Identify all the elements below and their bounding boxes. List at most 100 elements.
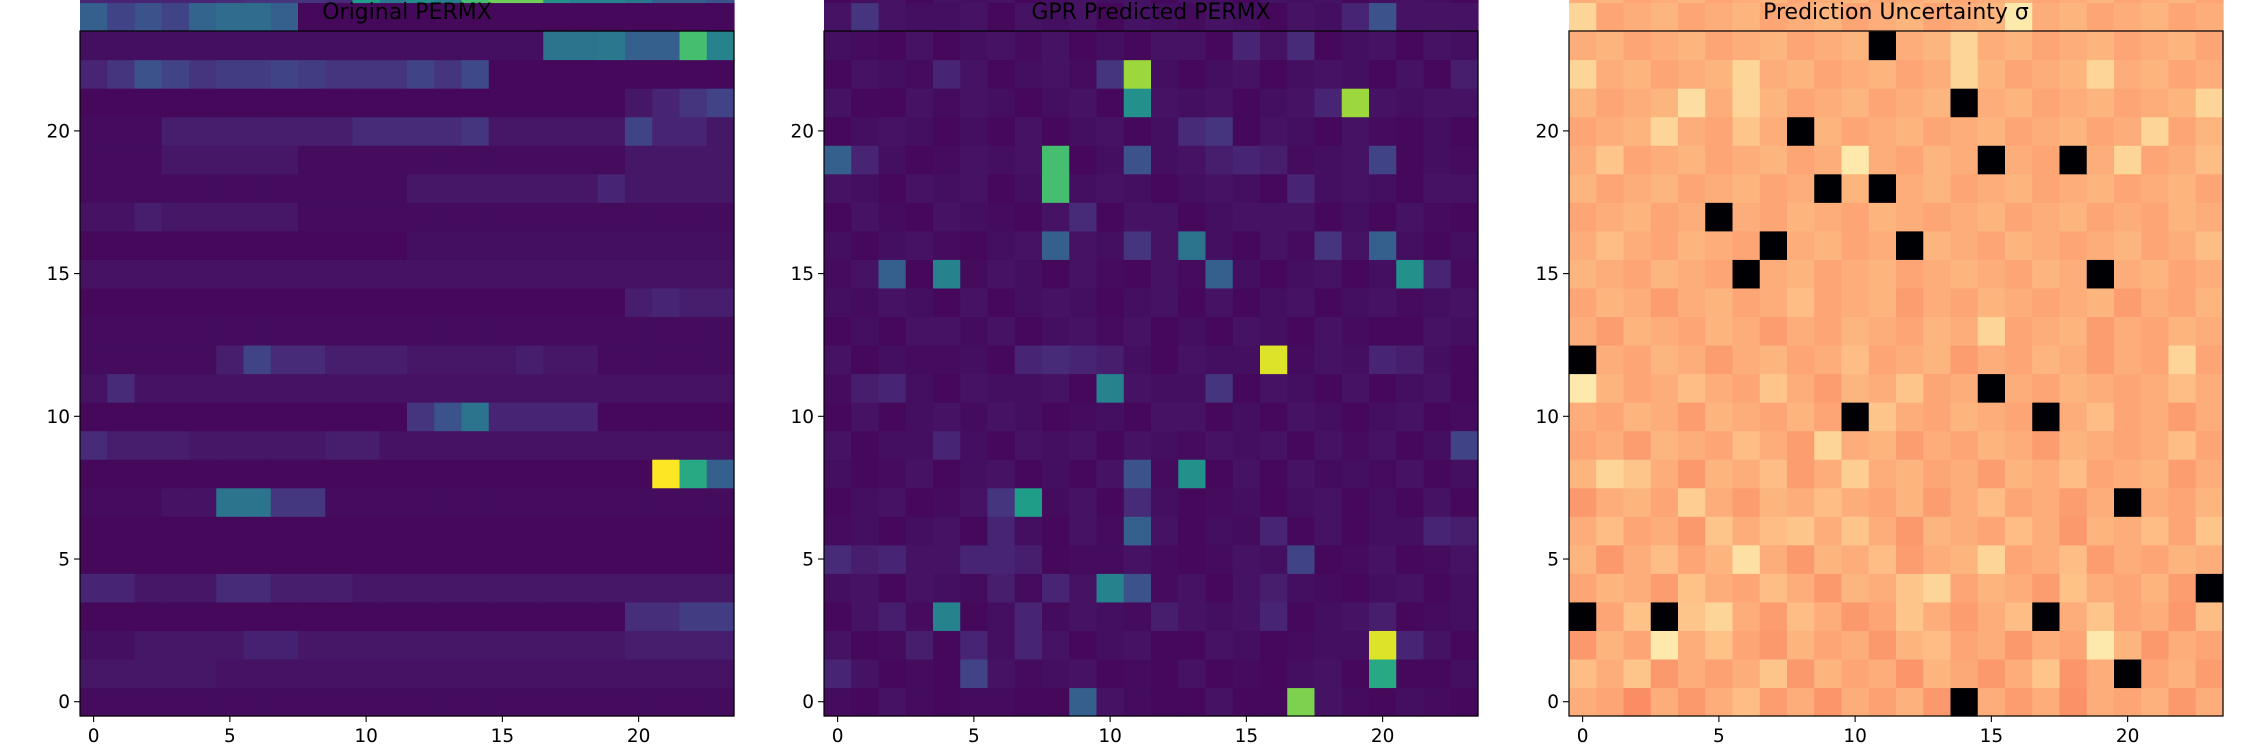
heatmap-cell (2032, 687, 2061, 717)
heatmap-cell (488, 402, 517, 432)
heatmap-cell (987, 373, 1016, 403)
heatmap-cell (1096, 687, 1125, 717)
heatmap-cell (379, 173, 408, 203)
heatmap-cell (1650, 88, 1679, 118)
heatmap-cell (1450, 430, 1479, 460)
heatmap-cell (1096, 145, 1125, 175)
heatmap-cell (597, 630, 626, 660)
heatmap-cell (933, 59, 961, 89)
heatmap-cell (1650, 31, 1679, 61)
heatmap-cell (488, 259, 517, 289)
heatmap-cell (851, 344, 880, 375)
heatmap-cell (352, 316, 381, 346)
heatmap-cell (1178, 687, 1207, 717)
heatmap-cell (2168, 88, 2197, 118)
heatmap-cell (905, 173, 934, 203)
heatmap-cell (1896, 59, 1924, 89)
heatmap-cell (434, 544, 463, 574)
heatmap-cell (1678, 344, 1706, 375)
heatmap-cell (488, 573, 517, 603)
heatmap-cell (298, 116, 326, 146)
heatmap-cell (2086, 658, 2115, 689)
heatmap-cell (1732, 88, 1761, 118)
heatmap-cell (1977, 459, 2006, 489)
heatmap-cell (134, 430, 163, 460)
heatmap-cell (1950, 145, 1979, 175)
heatmap-cell (905, 287, 934, 318)
heatmap-cell (270, 145, 299, 175)
heatmap-cell (1369, 116, 1397, 146)
heatmap-cell (216, 544, 245, 574)
heatmap-cell (1814, 544, 1843, 574)
heatmap-cell (298, 487, 326, 517)
heatmap-cell (134, 487, 163, 517)
heatmap-cell (352, 402, 381, 432)
heatmap-cell (1732, 487, 1761, 517)
heatmap-cell (1814, 2, 1843, 32)
heatmap-cell (1314, 59, 1343, 89)
heatmap-cell (1096, 116, 1125, 146)
heatmap-cell (161, 173, 190, 203)
heatmap-cell (1650, 687, 1679, 717)
heatmap-cell (2059, 430, 2088, 460)
heatmap-cell (1151, 658, 1179, 689)
heatmap-cell (2059, 59, 2088, 89)
heatmap-cell (1205, 316, 1234, 346)
heatmap-cell (1123, 145, 1152, 175)
heatmap-cell (1814, 430, 1843, 460)
heatmap-cell (1678, 316, 1706, 346)
heatmap-cell (1042, 202, 1070, 232)
heatmap-cell (107, 2, 136, 32)
heatmap-cell (652, 287, 681, 318)
heatmap-cell (851, 516, 880, 546)
heatmap-cell (1569, 145, 1597, 175)
heatmap-cell (2005, 459, 2033, 489)
heatmap-cell (216, 573, 245, 603)
heatmap-cell (1178, 373, 1207, 403)
heatmap-cell (516, 516, 544, 546)
heatmap-cell (1596, 630, 1625, 660)
heatmap-cell (2195, 88, 2224, 118)
heatmap-cell (2032, 88, 2061, 118)
heatmap-cell (2114, 487, 2142, 517)
heatmap-cell (987, 487, 1016, 517)
heatmap-cell (706, 88, 735, 118)
y-tick-label: 15 (790, 264, 814, 285)
heatmap-cell (1896, 459, 1924, 489)
heatmap-cell (1596, 658, 1625, 689)
heatmap-cell (216, 658, 245, 689)
heatmap-cell (1450, 59, 1479, 89)
heatmap-cell (1341, 173, 1370, 203)
heatmap-cell (1787, 2, 1815, 32)
heatmap-cell (824, 259, 852, 289)
x-tick-label: 15 (491, 726, 515, 747)
heatmap-cell (933, 230, 961, 260)
heatmap-cell (1814, 202, 1843, 232)
heatmap-cell (851, 459, 880, 489)
heatmap-cell (1042, 173, 1070, 203)
heatmap-cell (960, 658, 989, 689)
heatmap-cell (1396, 516, 1425, 546)
heatmap-cell (1841, 573, 1870, 603)
heatmap-cell (298, 145, 326, 175)
heatmap-cell (2086, 116, 2115, 146)
heatmap-cell (905, 573, 934, 603)
x-tick-label: 20 (627, 726, 651, 747)
heatmap-cell (1787, 0, 1815, 4)
heatmap-cell (1623, 630, 1652, 660)
heatmap-cell (1450, 687, 1479, 717)
heatmap-cell (851, 59, 880, 89)
heatmap-cell (134, 658, 163, 689)
heatmap-cell (1923, 0, 1952, 4)
heatmap-cell (2086, 402, 2115, 432)
heatmap-cell (1396, 658, 1425, 689)
heatmap-cell (878, 344, 907, 375)
heatmap-cell (1396, 287, 1425, 318)
heatmap-cell (1678, 402, 1706, 432)
heatmap-cell (488, 601, 517, 631)
heatmap-cell (379, 430, 408, 460)
heatmap-cell (1732, 59, 1761, 89)
heatmap-cell (216, 344, 245, 375)
heatmap-cell (1396, 487, 1425, 517)
heatmap-cell (570, 31, 599, 61)
